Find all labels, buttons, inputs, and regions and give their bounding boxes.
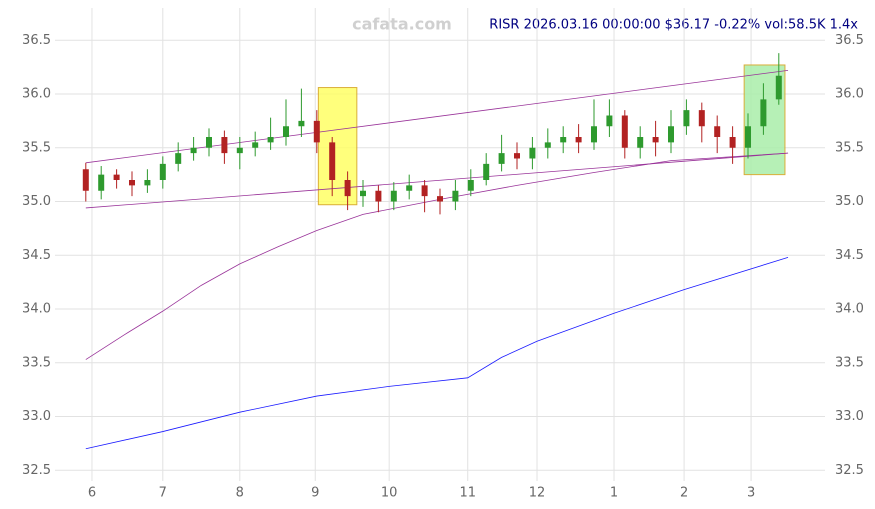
y-tick-label-right: 35.5 xyxy=(835,140,864,155)
candle-body xyxy=(421,185,428,197)
candle-body xyxy=(159,163,166,180)
candle-body xyxy=(467,180,474,191)
candle-body xyxy=(175,153,182,164)
x-tick-label: 9 xyxy=(311,486,319,501)
y-tick-label: 36.0 xyxy=(22,87,51,102)
candle-body xyxy=(390,190,397,202)
candle-body xyxy=(729,137,736,148)
y-tick-label-right: 34.0 xyxy=(835,302,864,317)
candle-body xyxy=(190,147,197,154)
x-tick-label: 8 xyxy=(236,486,244,501)
candle-body xyxy=(560,137,567,143)
candle-body xyxy=(452,190,459,202)
x-tick-label: 7 xyxy=(159,486,167,501)
y-tick-label-right: 36.0 xyxy=(835,87,864,102)
candle-body xyxy=(129,180,135,186)
y-tick-label-right: 36.5 xyxy=(835,33,864,48)
y-tick-label: 36.5 xyxy=(22,33,51,48)
candle-body xyxy=(637,137,644,148)
candle-body xyxy=(360,190,366,197)
candle-body xyxy=(698,110,705,127)
candle-body xyxy=(221,137,228,154)
y-tick-label: 35.0 xyxy=(22,194,51,209)
candle-body xyxy=(98,174,105,191)
candle-body xyxy=(775,75,782,100)
x-tick-label: 10 xyxy=(381,486,398,501)
y-tick-label: 35.5 xyxy=(22,140,51,155)
ma-line xyxy=(85,152,789,209)
candle-body xyxy=(236,147,243,154)
candle-body xyxy=(683,110,690,127)
y-tick-label: 32.5 xyxy=(22,463,51,478)
ma-line xyxy=(85,152,789,360)
y-tick-label-right: 32.5 xyxy=(835,463,864,478)
y-tick-label-right: 33.0 xyxy=(835,409,864,424)
y-tick-label: 34.5 xyxy=(22,248,51,263)
candle-body xyxy=(714,126,721,137)
candle-body xyxy=(298,120,305,127)
candle-body xyxy=(113,174,120,180)
candle-body xyxy=(652,137,659,143)
x-tick-label: 2 xyxy=(680,486,688,501)
y-tick-label-right: 33.5 xyxy=(835,355,864,370)
y-tick-label-right: 34.5 xyxy=(835,248,864,263)
candle-body xyxy=(344,180,351,197)
candle-body xyxy=(252,142,259,148)
watermark: cafata.com xyxy=(352,15,452,34)
candle-body xyxy=(544,142,551,148)
candle-body xyxy=(591,126,597,143)
candle-body xyxy=(313,120,320,143)
x-tick-label: 11 xyxy=(459,486,476,501)
candle-body xyxy=(668,126,674,143)
candle-body xyxy=(575,137,582,143)
y-tick-label: 33.5 xyxy=(22,355,51,370)
x-tick-label: 12 xyxy=(529,486,546,501)
ma-line xyxy=(85,69,789,164)
candle-body xyxy=(483,163,490,180)
candle-body xyxy=(621,115,628,148)
candle-body xyxy=(498,153,505,164)
candle-body xyxy=(745,126,751,148)
candle-body xyxy=(760,99,767,127)
candle-body xyxy=(283,126,289,137)
ma-line xyxy=(85,257,789,450)
y-tick-label: 34.0 xyxy=(22,302,51,317)
x-tick-label: 1 xyxy=(610,486,618,501)
chart-title: RISR 2026.03.16 00:00:00 $36.17 -0.22% v… xyxy=(489,18,858,33)
candle-body xyxy=(267,137,274,143)
candle-body xyxy=(437,196,443,202)
candle-body xyxy=(529,147,536,159)
y-tick-label: 33.0 xyxy=(22,409,51,424)
candle-body xyxy=(606,115,613,127)
x-tick-label: 6 xyxy=(88,486,96,501)
candle-body xyxy=(206,137,212,148)
candle-body xyxy=(514,153,520,159)
candle-body xyxy=(329,142,336,180)
candle-body xyxy=(375,190,382,202)
candle-body xyxy=(144,180,151,186)
x-tick-label: 3 xyxy=(747,486,755,501)
candle-body xyxy=(82,169,89,191)
y-tick-label-right: 35.0 xyxy=(835,194,864,209)
candle-body xyxy=(406,185,413,191)
